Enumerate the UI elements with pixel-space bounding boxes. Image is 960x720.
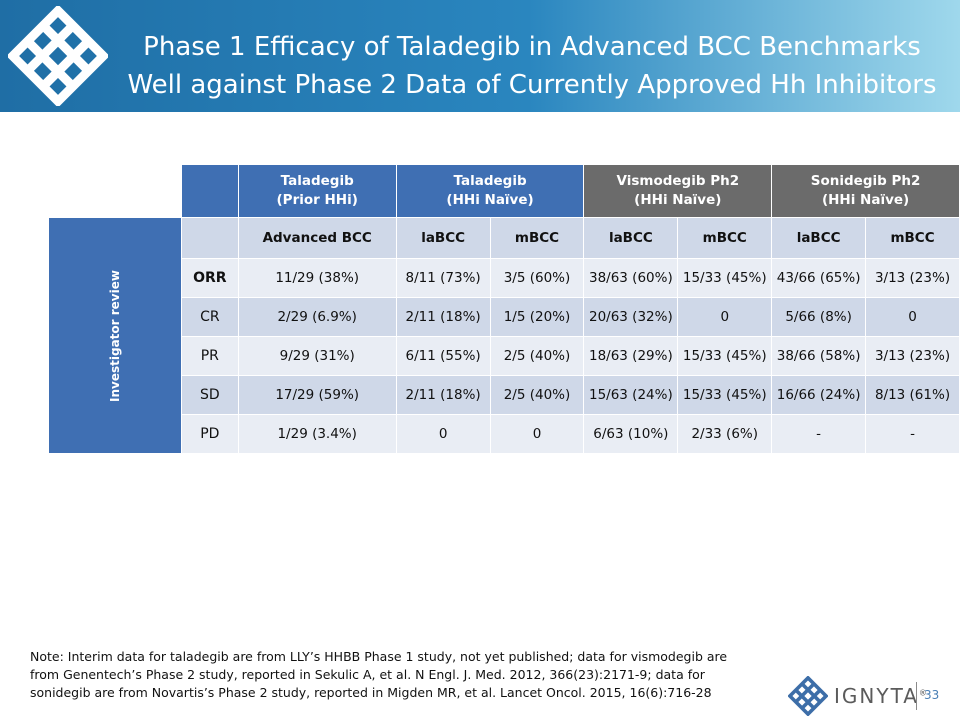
table-cell: 2/5 (40%)	[489, 336, 585, 376]
table-cell: 2/11 (18%)	[395, 375, 491, 415]
subheader-cell: mBCC	[865, 217, 960, 259]
row-label: ORR	[180, 258, 239, 298]
page-number: 33	[924, 688, 940, 702]
table-cell: 2/29 (6.9%)	[237, 297, 397, 337]
table-row: PR 9/29 (31%) 6/11 (55%) 2/5 (40%) 18/63…	[49, 336, 960, 376]
table-cell: 11/29 (38%)	[237, 258, 397, 298]
brand-name: IGNYTA®	[834, 684, 929, 708]
table-cell: 8/13 (61%)	[865, 375, 960, 415]
footnote: Note: Interim data for taladegib are fro…	[30, 648, 770, 702]
slide-header: Phase 1 Efficacy of Taladegib in Advance…	[0, 0, 960, 112]
row-label: SD	[180, 375, 239, 415]
group-header: Sonidegib Ph2 (HHi Naïve)	[771, 164, 960, 218]
table-cell: 3/13 (23%)	[865, 336, 960, 376]
table-row: CR 2/29 (6.9%) 2/11 (18%) 1/5 (20%) 20/6…	[49, 297, 960, 337]
group-header: Taladegib (HHi Naïve)	[395, 164, 585, 218]
efficacy-table: Taladegib (Prior HHi) Taladegib (HHi Naïve…	[48, 164, 960, 454]
table-cell: 16/66 (24%)	[771, 375, 867, 415]
table-cell: 6/63 (10%)	[583, 414, 679, 454]
table-cell: 15/63 (24%)	[583, 375, 679, 415]
group-header: Vismodegib Ph2 (HHi Naïve)	[583, 164, 773, 218]
title-line-2: Well against Phase 2 Data of Currently A…	[127, 70, 937, 100]
ignyta-logo-icon	[788, 676, 828, 716]
table-cell: 15/33 (45%)	[677, 258, 773, 298]
subheader-cell: laBCC	[395, 217, 491, 259]
table-cell: 15/33 (45%)	[677, 336, 773, 376]
footnote-line-2: from Genentech’s Phase 2 study, reported…	[30, 667, 705, 682]
table-cell: -	[771, 414, 867, 454]
table-cell: 15/33 (45%)	[677, 375, 773, 415]
table-cell: 2/33 (6%)	[677, 414, 773, 454]
subheader-cell: mBCC	[677, 217, 773, 259]
side-label-cell: Investigator review	[48, 217, 182, 454]
table-cell: 17/29 (59%)	[237, 375, 397, 415]
table-cell: 2/11 (18%)	[395, 297, 491, 337]
table-cell: 43/66 (65%)	[771, 258, 867, 298]
subheader-cell: Advanced BCC	[237, 217, 397, 259]
table-cell: 38/66 (58%)	[771, 336, 867, 376]
table-cell: 3/5 (60%)	[489, 258, 585, 298]
slide-title: Phase 1 Efficacy of Taladegib in Advance…	[112, 28, 952, 104]
table-cell: 0	[489, 414, 585, 454]
header-blank	[48, 164, 182, 218]
subheader-cell: mBCC	[489, 217, 585, 259]
subheader-row: Investigator review Advanced BCC laBCC m…	[48, 217, 960, 454]
footer-divider	[916, 682, 917, 710]
table-cell: 1/5 (20%)	[489, 297, 585, 337]
side-label: Investigator review	[107, 269, 122, 402]
table-cell: 3/13 (23%)	[865, 258, 960, 298]
table-cell: 2/5 (40%)	[489, 375, 585, 415]
group-header: Taladegib (Prior HHi)	[237, 164, 397, 218]
table-cell: -	[865, 414, 960, 454]
table-row: SD 17/29 (59%) 2/11 (18%) 2/5 (40%) 15/6…	[49, 375, 960, 415]
table-cell: 20/63 (32%)	[583, 297, 679, 337]
ignyta-diamond-icon	[8, 6, 108, 106]
footnote-line-3: sonidegib are from Novartis’s Phase 2 st…	[30, 685, 712, 700]
header-blank-blue	[180, 164, 239, 218]
registered-mark: ®	[918, 688, 929, 698]
table-cell: 38/63 (60%)	[583, 258, 679, 298]
table-row: ORR 11/29 (38%) 8/11 (73%) 3/5 (60%) 38/…	[49, 258, 960, 298]
table-cell: 6/11 (55%)	[395, 336, 491, 376]
table-cell: 5/66 (8%)	[771, 297, 867, 337]
table-cell: 0	[677, 297, 773, 337]
table-cell: 1/29 (3.4%)	[237, 414, 397, 454]
table-cell: 8/11 (73%)	[395, 258, 491, 298]
row-label: PD	[180, 414, 239, 454]
table-cell: 18/63 (29%)	[583, 336, 679, 376]
subheader-blank	[180, 217, 239, 259]
group-header-row: Taladegib (Prior HHi) Taladegib (HHi Naïve…	[48, 164, 960, 218]
table-cell: 9/29 (31%)	[237, 336, 397, 376]
title-line-1: Phase 1 Efficacy of Taladegib in Advance…	[143, 32, 921, 62]
table-cell: 0	[395, 414, 491, 454]
row-label: PR	[180, 336, 239, 376]
table-cell: 0	[865, 297, 960, 337]
row-label: CR	[180, 297, 239, 337]
subheader-cell: laBCC	[771, 217, 867, 259]
table-row: PD 1/29 (3.4%) 0 0 6/63 (10%) 2/33 (6%) …	[49, 414, 960, 454]
subheader-cell: laBCC	[583, 217, 679, 259]
footnote-line-1: Note: Interim data for taladegib are fro…	[30, 649, 728, 664]
